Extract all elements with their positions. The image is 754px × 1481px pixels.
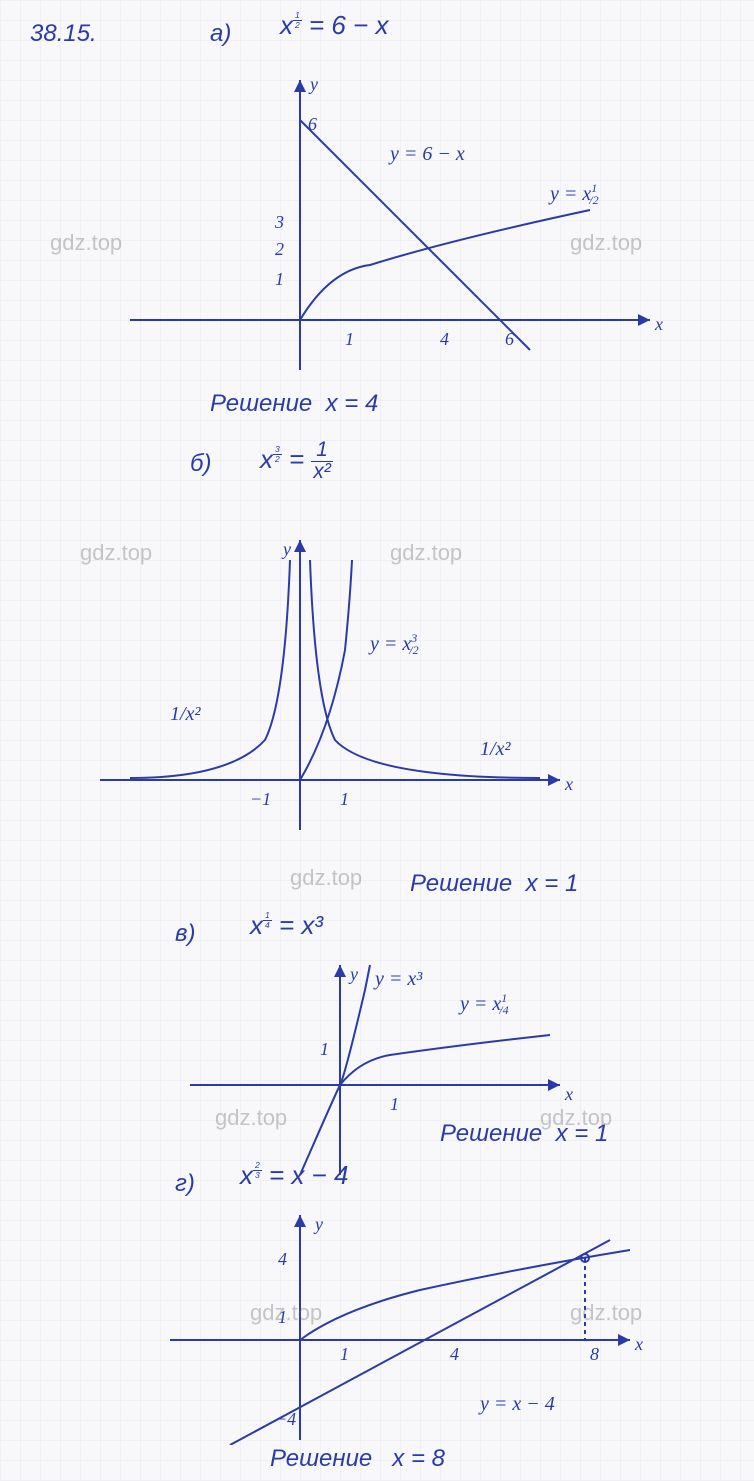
chart-d-y-axis-label: y bbox=[313, 1214, 323, 1234]
sol-a-label: Решение bbox=[210, 390, 312, 417]
problem-number: 38.15. bbox=[30, 20, 97, 48]
part-b-equation: x32 = 1x² bbox=[260, 440, 333, 483]
chart-d-x-axis-label: x bbox=[634, 1334, 643, 1354]
eq-a-rhs: = 6 − x bbox=[309, 10, 389, 40]
chart-b-y-axis-label: y bbox=[281, 539, 291, 559]
eq-b-exp-den: 2 bbox=[273, 455, 282, 464]
watermark: gdz.top bbox=[50, 230, 122, 256]
chart-b-x-axis-label: x bbox=[564, 774, 573, 794]
chart-a-line-label: y = 6 − x bbox=[388, 143, 465, 165]
chart-a-ytick-3: 3 bbox=[274, 212, 284, 232]
chart-d-line-label: y = x − 4 bbox=[478, 1393, 555, 1415]
chart-d-ytick-4: 4 bbox=[278, 1249, 287, 1269]
part-c-label: в) bbox=[175, 920, 196, 948]
part-c-equation: x14 = x³ bbox=[250, 910, 323, 941]
solution-d: Решение x = 8 bbox=[270, 1445, 445, 1473]
sol-d-value: x = 8 bbox=[392, 1445, 445, 1472]
chart-b-left-label: 1/x² bbox=[170, 703, 201, 725]
chart-a-xtick-4: 4 bbox=[440, 329, 449, 349]
chart-d-xtick-1: 1 bbox=[340, 1344, 349, 1364]
watermark: gdz.top bbox=[250, 1300, 322, 1326]
watermark: gdz.top bbox=[540, 1105, 612, 1131]
eq-d-rhs: = x − 4 bbox=[269, 1160, 349, 1190]
watermark: gdz.top bbox=[80, 540, 152, 566]
chart-a-sqrt-label: y = x1/2 bbox=[548, 181, 599, 207]
chart-a-ytick-1: 1 bbox=[275, 269, 284, 289]
eq-a-lhs: x bbox=[280, 10, 293, 40]
watermark: gdz.top bbox=[290, 865, 362, 891]
eq-b-rhs-den: x² bbox=[311, 462, 332, 483]
sol-c-label: Решение bbox=[440, 1120, 542, 1147]
chart-a-ytick-6: 6 bbox=[308, 114, 317, 134]
eq-b-rhs-num: 1 bbox=[311, 440, 332, 462]
eq-c-rhs: = x³ bbox=[279, 910, 323, 940]
sol-b-label: Решение bbox=[410, 870, 512, 897]
chart-b-pow-label: y = x3/2 bbox=[368, 631, 419, 657]
chart-c-root-label: y = x1/4 bbox=[458, 991, 509, 1017]
eq-a-exp-den: 2 bbox=[293, 21, 302, 30]
part-a-label: а) bbox=[210, 20, 231, 48]
eq-c-exp-den: 4 bbox=[263, 921, 272, 930]
part-b-label: б) bbox=[190, 450, 212, 478]
eq-d-exp-den: 3 bbox=[253, 1171, 262, 1180]
sol-d-label: Решение bbox=[270, 1445, 372, 1472]
chart-c-y-axis-label: y bbox=[348, 964, 358, 984]
chart-a-xtick-1: 1 bbox=[345, 329, 354, 349]
watermark: gdz.top bbox=[570, 1300, 642, 1326]
chart-b: x y −1 1 1/x² y = x3/2 1/x² bbox=[100, 530, 580, 840]
chart-d-xtick-4: 4 bbox=[450, 1344, 459, 1364]
chart-a-ytick-2: 2 bbox=[275, 239, 284, 259]
chart-c-x-axis-label: x bbox=[564, 1084, 573, 1104]
chart-c-cubic-label: y = x³ bbox=[373, 968, 423, 990]
chart-c-ytick-1: 1 bbox=[320, 1039, 329, 1059]
watermark: gdz.top bbox=[390, 540, 462, 566]
chart-d: x y 4 1 −4 1 4 8 y = x − 4 bbox=[170, 1210, 650, 1445]
eq-d-lhs: x bbox=[240, 1160, 253, 1190]
chart-c-xtick-1: 1 bbox=[390, 1094, 399, 1114]
chart-b-xtick-1: 1 bbox=[340, 789, 349, 809]
chart-b-right-label: 1/x² bbox=[480, 738, 511, 760]
chart-b-xtick-neg1: −1 bbox=[250, 789, 271, 809]
sol-a-value: x = 4 bbox=[326, 390, 379, 417]
part-a-equation: x12 = 6 − x bbox=[280, 10, 389, 41]
watermark: gdz.top bbox=[570, 230, 642, 256]
part-d-label: г) bbox=[175, 1170, 195, 1198]
part-d-equation: x23 = x − 4 bbox=[240, 1160, 349, 1191]
eq-c-lhs: x bbox=[250, 910, 263, 940]
sol-b-value: x = 1 bbox=[526, 870, 579, 897]
chart-a-x-axis-label: x bbox=[654, 314, 663, 334]
chart-d-xtick-8: 8 bbox=[590, 1344, 599, 1364]
eq-b-lhs: x bbox=[260, 444, 273, 474]
solution-b: Решение x = 1 bbox=[410, 870, 578, 898]
chart-a-y-axis-label: y bbox=[308, 74, 318, 94]
watermark: gdz.top bbox=[215, 1105, 287, 1131]
chart-c: x y 1 1 y = x³ y = x1/4 bbox=[190, 955, 590, 1185]
solution-a: Решение x = 4 bbox=[210, 390, 378, 418]
